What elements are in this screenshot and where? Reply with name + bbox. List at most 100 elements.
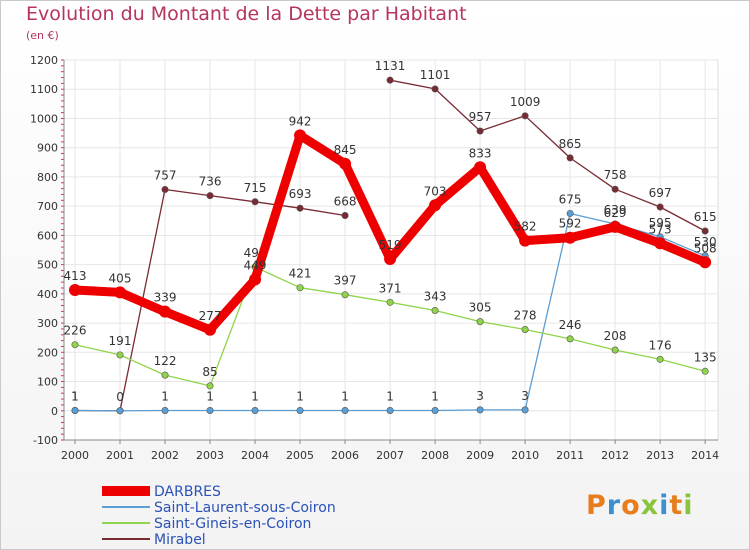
- logo-letter: i: [659, 490, 670, 521]
- data-label-darbres: 339: [154, 291, 177, 305]
- data-label-saint-laurent-sous-coiron: 1: [71, 389, 79, 403]
- data-point-saint-gineis-en-coiron: [611, 346, 619, 354]
- data-point-saint-laurent-sous-coiron: [521, 406, 529, 414]
- logo-letter: P: [586, 490, 607, 521]
- data-point-mirabel: [566, 154, 574, 162]
- data-label-saint-laurent-sous-coiron: 530: [694, 235, 717, 249]
- data-point-saint-gineis-en-coiron: [386, 298, 394, 306]
- y-tick-label: 700: [37, 200, 58, 213]
- y-tick-label: 100: [37, 376, 58, 389]
- data-label-mirabel: 736: [199, 175, 222, 189]
- data-point-darbres: [159, 305, 172, 318]
- data-point-saint-gineis-en-coiron: [296, 284, 304, 292]
- logo-letter: t: [669, 490, 684, 521]
- logo-letter: o: [621, 490, 641, 521]
- data-point-saint-laurent-sous-coiron: [341, 406, 349, 414]
- x-tick-label: 2000: [61, 449, 89, 462]
- data-point-darbres: [384, 253, 397, 266]
- data-point-saint-laurent-sous-coiron: [476, 406, 484, 414]
- data-point-saint-gineis-en-coiron: [656, 355, 664, 363]
- data-point-saint-laurent-sous-coiron: [71, 406, 79, 414]
- data-label-darbres: 942: [289, 114, 312, 128]
- data-label-saint-laurent-sous-coiron: 1: [251, 389, 259, 403]
- legend-label: DARBRES: [154, 484, 221, 500]
- data-point-saint-laurent-sous-coiron: [566, 209, 574, 217]
- data-point-darbres: [69, 284, 81, 297]
- data-label-saint-laurent-sous-coiron: 1: [206, 389, 214, 403]
- logo-letter: r: [606, 490, 622, 521]
- data-label-darbres: 833: [469, 146, 492, 160]
- proxiti-logo: Proxiti: [586, 490, 694, 521]
- chart-title: Evolution du Montant de la Dette par Hab…: [26, 3, 467, 25]
- data-point-saint-gineis-en-coiron: [701, 367, 709, 375]
- x-tick-label: 2005: [286, 449, 314, 462]
- data-label-mirabel: 1101: [420, 68, 451, 82]
- data-label-saint-gineis-en-coiron: 305: [469, 301, 492, 315]
- y-tick-label: -100: [33, 434, 58, 447]
- data-label-mirabel: 1131: [375, 59, 406, 73]
- data-point-darbres: [654, 237, 667, 250]
- data-label-saint-gineis-en-coiron: 208: [604, 329, 627, 343]
- data-label-darbres: 449: [244, 259, 267, 273]
- data-point-darbres: [609, 220, 622, 233]
- chart-unit-label: (en €): [26, 29, 59, 42]
- y-tick-label: 900: [37, 142, 58, 155]
- legend-swatch: [102, 538, 150, 540]
- data-point-saint-gineis-en-coiron: [116, 351, 124, 359]
- data-point-darbres: [294, 129, 307, 142]
- y-tick-label: 400: [37, 288, 58, 301]
- data-label-darbres: 508: [694, 241, 717, 255]
- data-point-mirabel: [341, 212, 349, 220]
- logo-letter: i: [683, 490, 694, 521]
- data-point-saint-laurent-sous-coiron: [431, 406, 439, 414]
- data-point-mirabel: [386, 76, 394, 84]
- data-point-darbres: [519, 234, 532, 247]
- data-label-saint-gineis-en-coiron: 421: [289, 267, 312, 281]
- data-point-darbres: [429, 199, 442, 212]
- data-label-mirabel: 668: [334, 195, 357, 209]
- data-label-mirabel: 1: [71, 389, 79, 403]
- x-tick-label: 2003: [196, 449, 224, 462]
- data-label-saint-gineis-en-coiron: 176: [649, 338, 672, 352]
- legend-item-saint-gineis-en-coiron: Saint-Gineis-en-Coiron: [102, 516, 311, 532]
- y-tick-label: 800: [37, 171, 58, 184]
- data-label-saint-gineis-en-coiron: 122: [154, 354, 177, 368]
- data-label-mirabel: 957: [469, 110, 492, 124]
- legend-label: Mirabel: [154, 532, 206, 548]
- data-label-mirabel: 1009: [510, 95, 541, 109]
- data-point-mirabel: [521, 112, 529, 120]
- y-tick-label: 1200: [30, 54, 58, 67]
- y-tick-label: 500: [37, 259, 58, 272]
- data-label-mirabel: 757: [154, 168, 177, 182]
- data-label-saint-laurent-sous-coiron: 3: [521, 389, 529, 403]
- data-point-saint-gineis-en-coiron: [206, 382, 214, 390]
- data-point-mirabel: [611, 185, 619, 193]
- data-point-darbres: [204, 323, 217, 336]
- data-label-mirabel: 697: [649, 186, 672, 200]
- legend-item-saint-laurent-sous-coiron: Saint-Laurent-sous-Coiron: [102, 500, 336, 516]
- data-label-darbres: 405: [109, 271, 132, 285]
- data-point-saint-laurent-sous-coiron: [386, 406, 394, 414]
- y-tick-label: 0: [51, 405, 58, 418]
- legend-item-darbres: DARBRES: [102, 484, 221, 500]
- data-label-mirabel: 615: [694, 210, 717, 224]
- data-point-saint-laurent-sous-coiron: [206, 406, 214, 414]
- x-tick-label: 2012: [601, 449, 629, 462]
- data-point-darbres: [564, 231, 577, 244]
- data-point-mirabel: [701, 227, 709, 235]
- data-label-darbres: 413: [64, 269, 87, 283]
- data-label-saint-gineis-en-coiron: 135: [694, 350, 717, 364]
- x-tick-label: 2009: [466, 449, 494, 462]
- legend-label: Saint-Gineis-en-Coiron: [154, 516, 311, 532]
- data-point-saint-gineis-en-coiron: [566, 335, 574, 343]
- data-point-saint-laurent-sous-coiron: [296, 406, 304, 414]
- data-label-darbres: 519: [379, 238, 402, 252]
- data-point-mirabel: [476, 127, 484, 135]
- data-label-darbres: 703: [424, 184, 447, 198]
- x-tick-label: 2008: [421, 449, 449, 462]
- legend-swatch: [102, 522, 150, 524]
- data-label-mirabel: 865: [559, 137, 582, 151]
- legend-label: Saint-Laurent-sous-Coiron: [154, 500, 336, 516]
- data-point-saint-gineis-en-coiron: [71, 341, 79, 349]
- data-label-darbres: 582: [514, 220, 537, 234]
